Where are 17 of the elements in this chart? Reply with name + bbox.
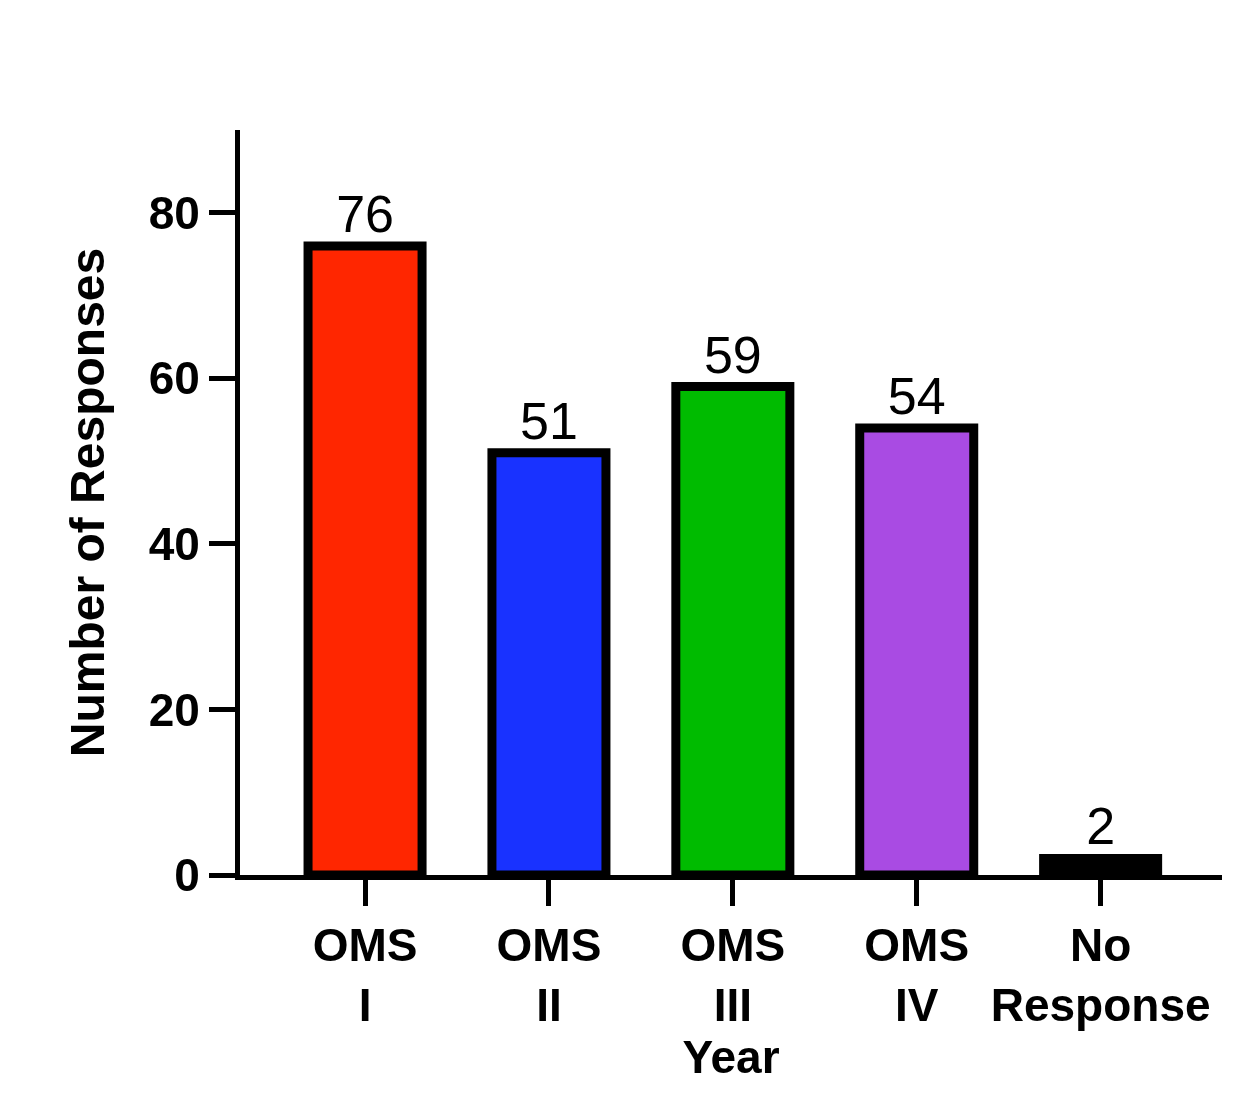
- x-tick-label: OMS IV: [864, 919, 970, 1031]
- y-tick-label: 80: [148, 186, 200, 239]
- data-label: 59: [703, 325, 762, 384]
- data-label: 51: [520, 391, 578, 450]
- data-label: 76: [336, 184, 394, 243]
- y-tick-label: 40: [148, 517, 200, 570]
- x-tick-label: OMS I: [312, 919, 418, 1031]
- y-tick-label: 20: [148, 683, 200, 736]
- x-tick-label: OMS II: [496, 919, 602, 1031]
- x-tick-label: No Response: [990, 919, 1211, 1031]
- y-tick-label: 0: [174, 849, 200, 902]
- data-label: 2: [1086, 797, 1116, 856]
- x-axis-title: Year: [682, 1031, 780, 1083]
- data-label: 54: [887, 367, 946, 425]
- x-tick-label: OMS III: [680, 919, 786, 1031]
- y-axis-title: Number of Responses: [61, 247, 115, 758]
- y-tick-label: 60: [148, 352, 200, 405]
